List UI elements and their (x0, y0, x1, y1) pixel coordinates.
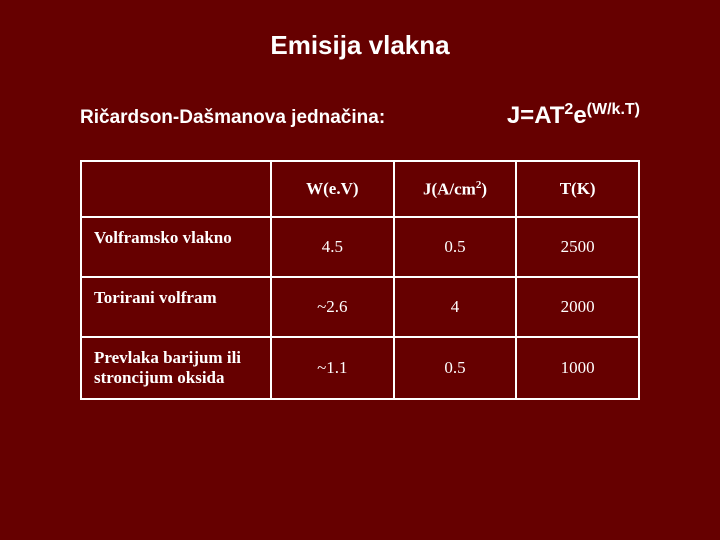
slide: Emisija vlakna Ričardson-Dašmanova jedna… (0, 0, 720, 540)
table-container: W(e.V) J(A/cm2) T(K) Volframsko vlakno 4… (40, 160, 680, 400)
table-header-row: W(e.V) J(A/cm2) T(K) (81, 161, 639, 217)
cell-j: 4 (394, 277, 517, 337)
table-row: Volframsko vlakno 4.5 0.5 2500 (81, 217, 639, 277)
table-row: Torirani volfram ~2.6 4 2000 (81, 277, 639, 337)
equation-sup2: (W/k.T) (587, 101, 640, 118)
equation-part2: e (573, 102, 586, 129)
table-row: Prevlaka barijum ili stroncijum oksida ~… (81, 337, 639, 399)
cell-material: Volframsko vlakno (81, 217, 271, 277)
subtitle-row: Ričardson-Dašmanova jednačina: J=AT2e(W/… (40, 101, 680, 130)
cell-tk: 1000 (516, 337, 639, 399)
page-title: Emisija vlakna (40, 30, 680, 61)
col-header-wev: W(e.V) (271, 161, 394, 217)
emission-table: W(e.V) J(A/cm2) T(K) Volframsko vlakno 4… (80, 160, 640, 400)
equation-part1: J=AT (507, 102, 565, 129)
col-header-j: J(A/cm2) (394, 161, 517, 217)
cell-tk: 2500 (516, 217, 639, 277)
col-header-material (81, 161, 271, 217)
cell-wev: ~2.6 (271, 277, 394, 337)
cell-wev: 4.5 (271, 217, 394, 277)
subtitle-text: Ričardson-Dašmanova jednačina: (80, 107, 385, 129)
equation-sup1: 2 (564, 101, 573, 118)
col-header-tk: T(K) (516, 161, 639, 217)
cell-tk: 2000 (516, 277, 639, 337)
equation: J=AT2e(W/k.T) (507, 101, 640, 130)
cell-wev: ~1.1 (271, 337, 394, 399)
cell-j: 0.5 (394, 217, 517, 277)
cell-j: 0.5 (394, 337, 517, 399)
cell-material: Torirani volfram (81, 277, 271, 337)
cell-material: Prevlaka barijum ili stroncijum oksida (81, 337, 271, 399)
